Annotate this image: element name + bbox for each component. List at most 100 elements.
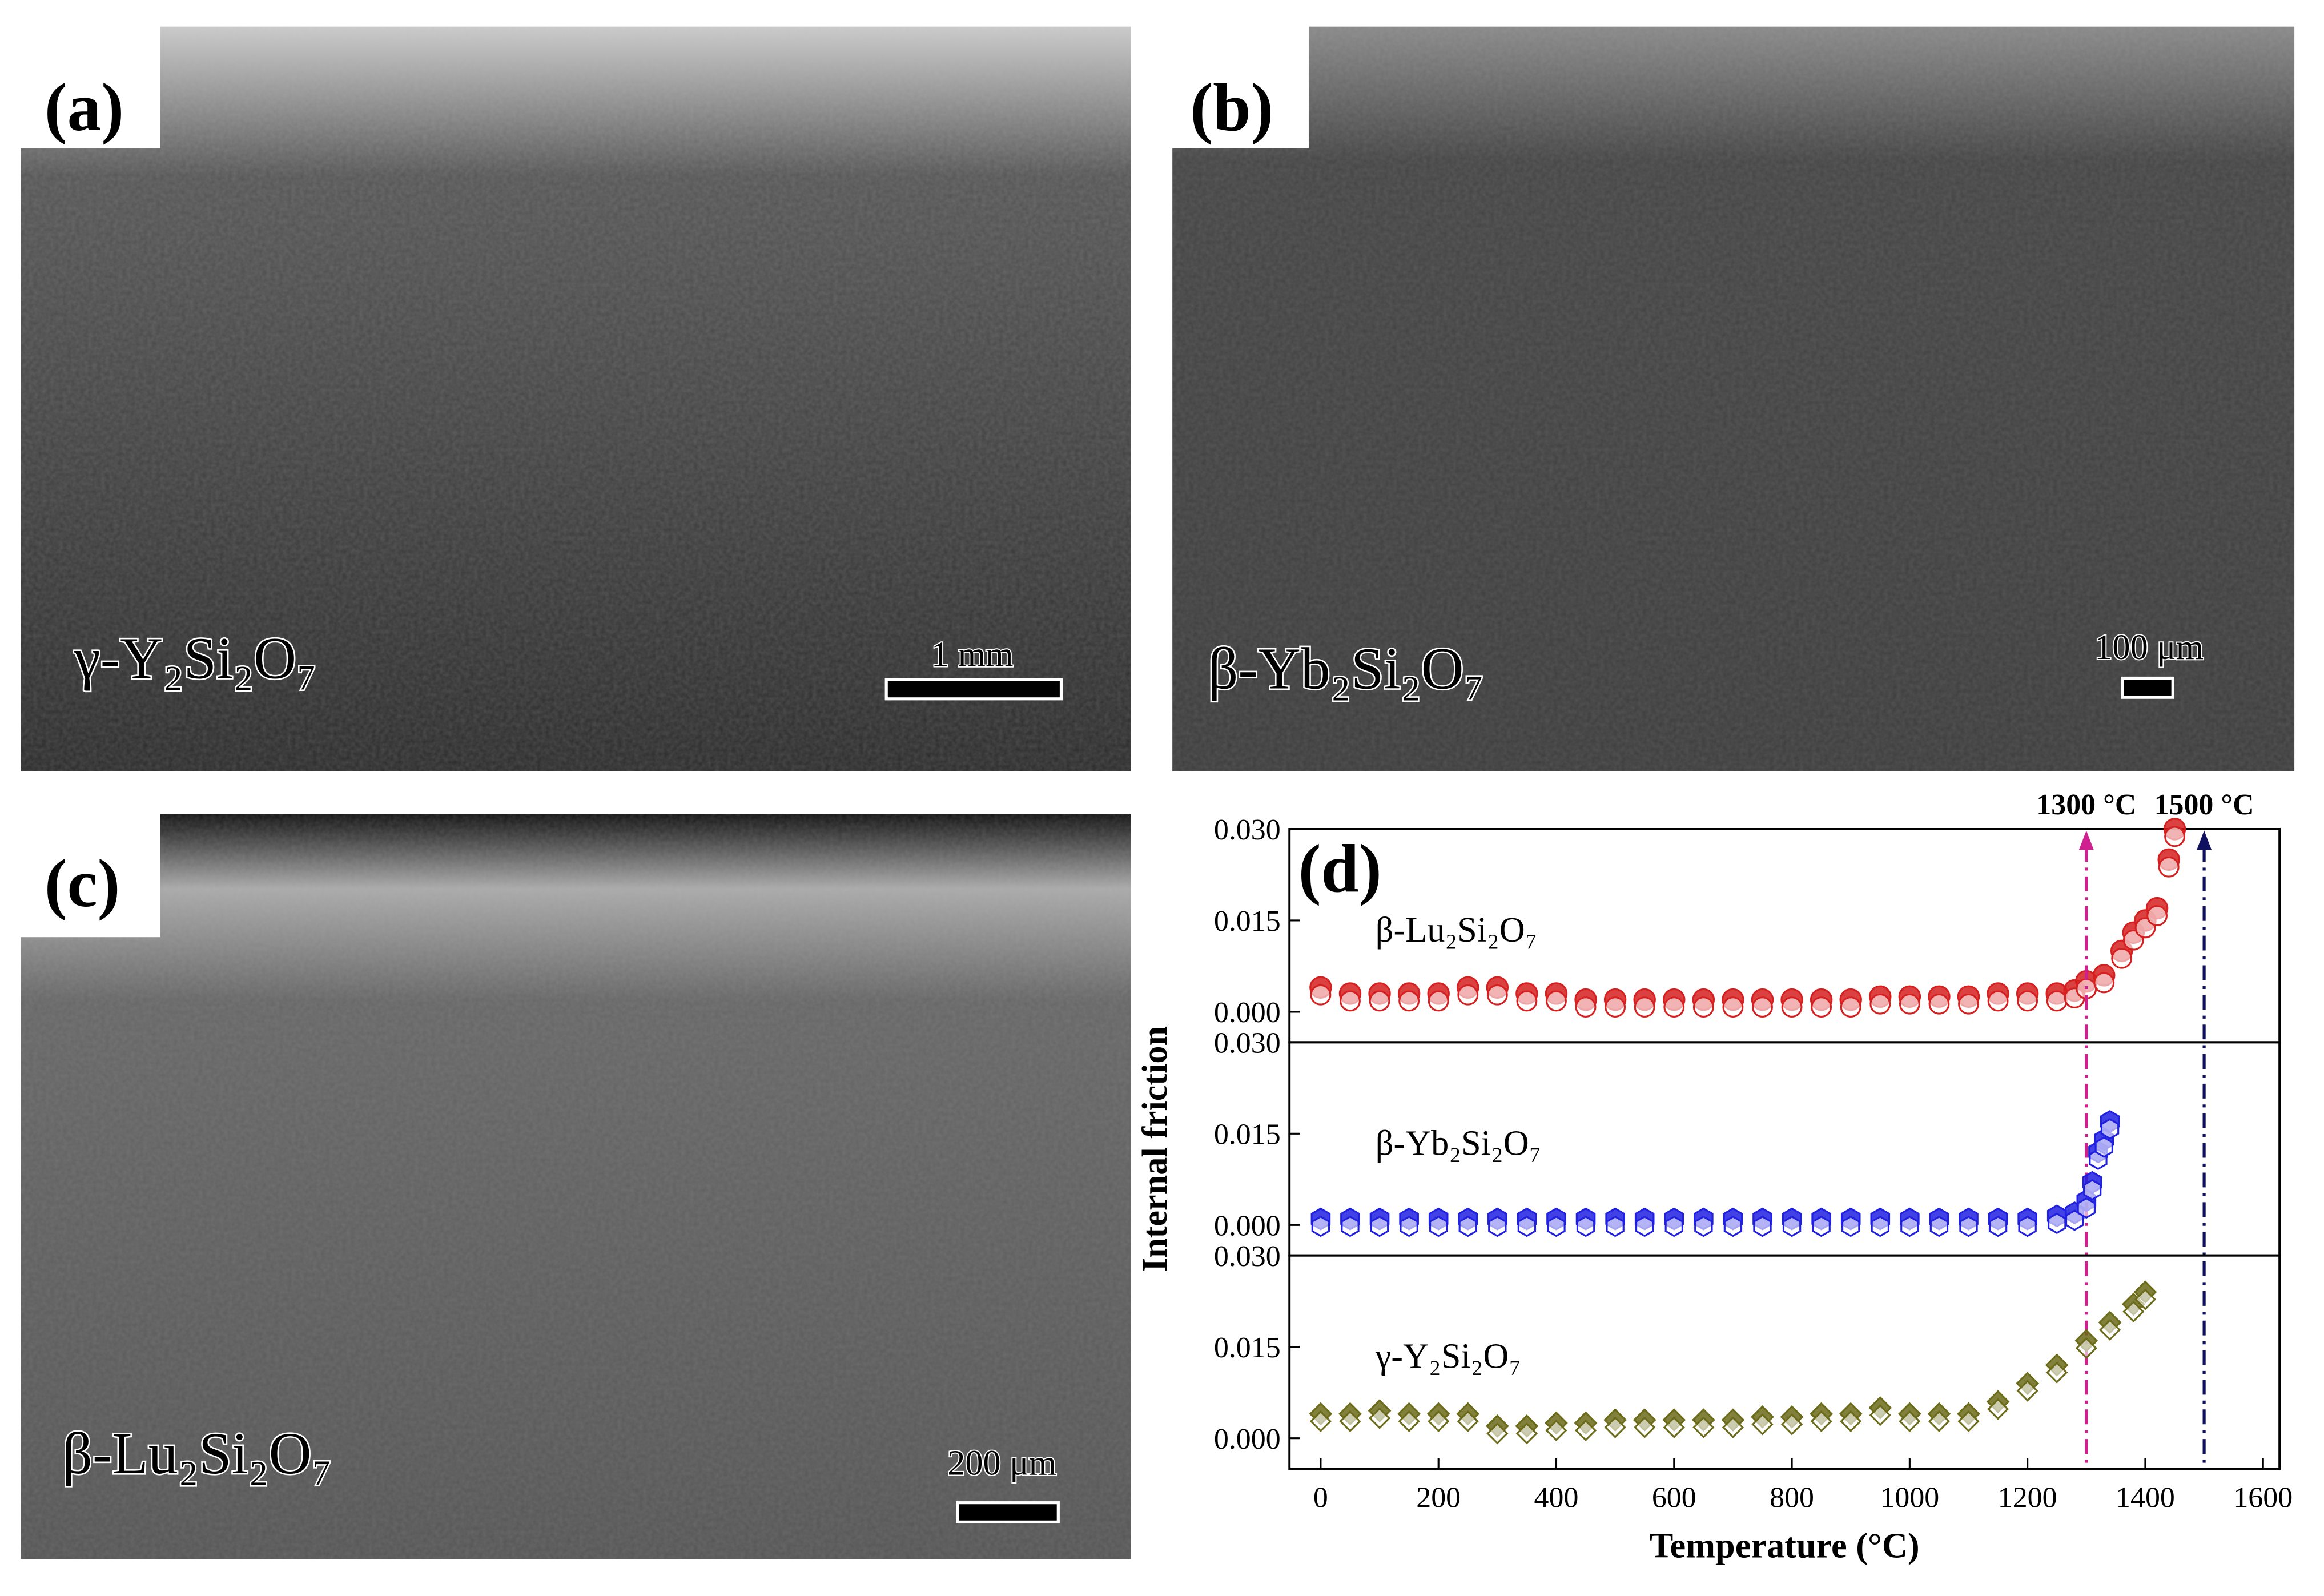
point-hollow xyxy=(2082,1179,2102,1201)
scale-label: 100 μm xyxy=(2094,628,2204,667)
panel-label: (a) xyxy=(45,70,124,145)
panel-label: (d) xyxy=(1298,831,1382,906)
point-hollow xyxy=(1486,1422,1509,1445)
point-hollow xyxy=(2017,990,2038,1012)
point-hollow xyxy=(1311,1215,1330,1237)
point-hollow xyxy=(2158,856,2180,878)
point-hollow xyxy=(1899,993,1920,1015)
y-tick-label: 0.000 xyxy=(1214,996,1281,1029)
point-hollow xyxy=(1840,996,1861,1018)
point-hollow xyxy=(1546,990,1567,1012)
point-hollow xyxy=(1959,1215,1978,1237)
point-hollow xyxy=(1781,996,1803,1018)
point-hollow xyxy=(1605,996,1626,1018)
series-label: β-Lu₂Si₂O₇ xyxy=(1376,911,1538,950)
image-caption: γ-Y₂Si₂O₇ xyxy=(74,626,317,692)
point-hollow xyxy=(2018,1215,2037,1237)
point-hollow xyxy=(1368,1407,1391,1429)
point-hollow xyxy=(2098,1318,2121,1341)
point-hollow xyxy=(1958,993,1979,1015)
x-tick-label: 800 xyxy=(1770,1481,1814,1514)
point-hollow xyxy=(1900,1215,1919,1237)
point-hollow xyxy=(1663,996,1685,1018)
label-box xyxy=(0,0,160,148)
scale-bar xyxy=(884,678,1063,701)
point-hollow xyxy=(1782,1215,1802,1237)
point-hollow xyxy=(1606,1215,1625,1237)
point-hollow xyxy=(1987,1398,2009,1420)
point-hollow xyxy=(1428,1410,1450,1433)
point-hollow xyxy=(1458,1215,1477,1237)
point-hollow xyxy=(1987,990,2009,1012)
x-tick-label: 1400 xyxy=(2116,1481,2175,1514)
point-hollow xyxy=(1398,990,1420,1012)
point-hollow xyxy=(1517,1215,1537,1237)
point-hollow xyxy=(1547,1215,1566,1237)
point-hollow xyxy=(1752,996,1773,1018)
point-hollow xyxy=(1871,1215,1889,1237)
point-hollow xyxy=(1340,990,1361,1012)
point-hollow xyxy=(1781,1413,1803,1436)
scale-bar xyxy=(956,1501,1060,1523)
point-hollow xyxy=(1957,1410,1980,1433)
point-hollow xyxy=(1635,1215,1654,1237)
point-hollow xyxy=(1840,1410,1862,1433)
scale-bar xyxy=(2121,676,2174,699)
point-hollow xyxy=(1634,1416,1656,1438)
point-hollow xyxy=(1810,1410,1832,1433)
label-box xyxy=(0,811,160,938)
arrow-head xyxy=(2197,830,2212,850)
point-hollow xyxy=(2111,947,2133,969)
point-hollow xyxy=(1663,1416,1685,1438)
point-hollow xyxy=(1369,990,1390,1012)
plot-frame xyxy=(1288,1254,2281,1470)
point-hollow xyxy=(1929,1215,1949,1237)
point-hollow xyxy=(1486,984,1508,1006)
point-hollow xyxy=(1692,1416,1715,1438)
point-hollow xyxy=(1428,990,1449,1012)
y-tick-label: 0.000 xyxy=(1214,1210,1281,1243)
arrow-head xyxy=(2078,830,2094,850)
point-hollow xyxy=(1722,1416,1744,1438)
point-hollow xyxy=(2146,905,2168,926)
point-hollow xyxy=(2077,1197,2096,1219)
point-hollow xyxy=(2094,1136,2113,1158)
series-label: β-Yb₂Si₂O₇ xyxy=(1376,1124,1542,1163)
point-hollow xyxy=(2134,1288,2157,1310)
x-tick-label: 200 xyxy=(1416,1481,1461,1514)
point-hollow xyxy=(2016,1380,2038,1402)
point-hollow xyxy=(1928,993,1950,1015)
point-hollow xyxy=(1841,1215,1860,1237)
point-hollow xyxy=(2122,1300,2145,1323)
point-hollow xyxy=(1753,1215,1772,1237)
x-tick-label: 1000 xyxy=(1880,1481,1939,1514)
point-hollow xyxy=(1488,1215,1507,1237)
point-hollow xyxy=(2075,1337,2097,1360)
x-axis-label: Temperature (°C) xyxy=(1650,1527,1920,1566)
point-hollow xyxy=(1812,1215,1831,1237)
point-hollow xyxy=(2046,1361,2068,1384)
y-tick-label: 0.015 xyxy=(1214,905,1281,938)
chart: (d) 0.000 0.015 0.030 Internal friction β-Lu… xyxy=(1136,789,2293,1566)
series-label: γ-Y₂Si₂O₇ xyxy=(1375,1337,1521,1376)
point-hollow xyxy=(1869,993,1891,1015)
point-hollow xyxy=(1899,1410,1921,1433)
point-hollow xyxy=(1339,1410,1361,1433)
y-tick-label: 0.030 xyxy=(1214,1240,1281,1273)
y-tick-label: 0.015 xyxy=(1214,1118,1281,1151)
point-hollow xyxy=(1398,1410,1420,1433)
y-tick-label: 0.015 xyxy=(1214,1332,1281,1364)
point-hollow xyxy=(1400,1215,1418,1237)
y-tick-label: 0.030 xyxy=(1214,814,1281,846)
point-hollow xyxy=(1545,1419,1567,1442)
point-hollow xyxy=(2100,1118,2120,1140)
label-box xyxy=(1163,0,1309,148)
y-tick-label: 0.030 xyxy=(1214,1027,1281,1059)
point-hollow xyxy=(1692,996,1714,1018)
point-hollow xyxy=(1575,996,1597,1018)
point-hollow xyxy=(1574,1419,1597,1442)
image-caption: β-Yb₂Si₂O₇ xyxy=(1208,637,1484,702)
point-hollow xyxy=(1634,996,1655,1018)
